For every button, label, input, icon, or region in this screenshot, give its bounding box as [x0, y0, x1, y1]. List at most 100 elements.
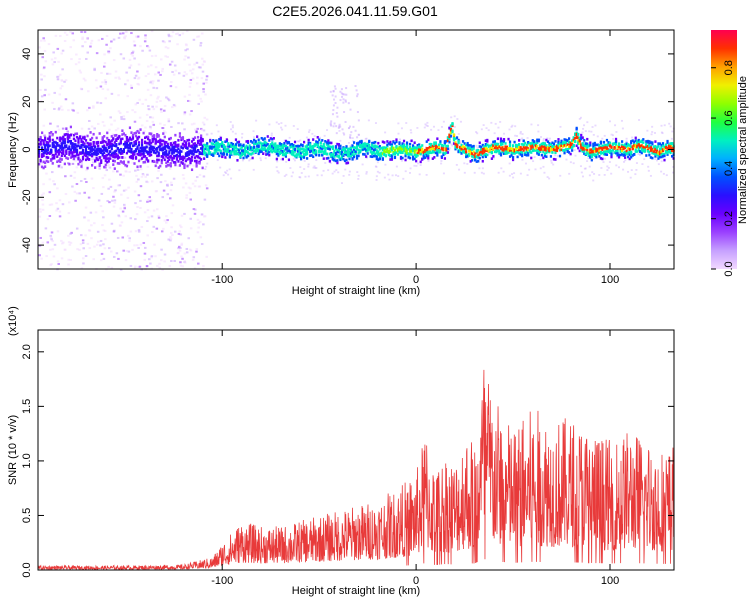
spectrogram-signal-cell — [642, 149, 645, 153]
spectrogram-signal-cell — [57, 159, 60, 163]
spectrogram-signal-cell — [384, 146, 387, 150]
spectrogram-noise-cell — [177, 232, 181, 235]
spectrogram-signal-cell — [374, 154, 377, 158]
spectrogram-signal-cell — [419, 152, 422, 156]
spectrogram-signal-cell — [242, 156, 245, 160]
spectrogram-signal-cell — [407, 147, 410, 151]
spectrogram-noise-cell — [160, 259, 163, 262]
spectrogram-noise-cell — [166, 219, 169, 222]
spectrogram-signal-cell — [670, 155, 674, 158]
spectrogram-noise-cell — [365, 171, 368, 173]
spectrogram-signal-cell — [160, 161, 163, 165]
spectrogram-signal-cell — [248, 145, 251, 149]
spectrogram-signal-cell — [151, 139, 154, 142]
spectrogram-noise-cell — [497, 171, 500, 174]
spectrogram-noise-cell — [199, 41, 203, 44]
spectrogram-signal-cell — [628, 144, 631, 147]
spectrogram-signal-cell — [39, 140, 42, 144]
spectrogram-noise-cell — [109, 116, 112, 119]
spectrogram-signal-cell — [636, 144, 639, 148]
spectrogram-signal-cell — [670, 142, 674, 145]
spectrogram-signal-cell — [339, 147, 342, 150]
spectrogram-noise-cell — [152, 123, 156, 126]
spectrogram-signal-cell — [543, 154, 546, 158]
spectrogram-signal-cell — [433, 150, 436, 154]
spectrogram-signal-cell — [561, 143, 565, 146]
spectrogram-signal-cell — [190, 156, 194, 159]
spectrogram-signal-cell — [474, 158, 477, 162]
spectrogram-noise-cell — [90, 224, 93, 227]
spectrogram-signal-cell — [584, 142, 587, 145]
spectrogram-signal-cell — [183, 140, 186, 143]
spectrogram-signal-cell — [230, 143, 233, 147]
spectrogram-signal-cell — [445, 144, 448, 148]
spectrogram-noise-cell — [149, 81, 152, 84]
spectrogram-signal-cell — [140, 146, 144, 149]
spectrogram-noise-cell — [193, 185, 197, 188]
spectrogram-signal-cell — [505, 151, 509, 155]
spectrogram-noise-cell — [617, 166, 620, 169]
spectrogram-noise-cell — [168, 265, 172, 268]
spectrogram-signal-cell — [131, 144, 135, 148]
spectrogram-noise-cell — [69, 31, 72, 34]
spectrogram-noise-cell — [556, 155, 559, 157]
spectrogram-signal-cell — [74, 132, 77, 136]
spectrogram-noise-cell — [183, 58, 186, 61]
spectrogram-signal-cell — [186, 146, 189, 150]
spectrogram-noise-cell — [190, 72, 194, 75]
spectrogram-signal-cell — [519, 146, 522, 149]
spectrogram-noise-cell — [170, 81, 173, 84]
spectrogram-signal-cell — [216, 146, 219, 150]
spectrogram-noise-cell — [146, 181, 150, 184]
spectrogram-signal-cell — [81, 151, 85, 155]
spectrogram-signal-cell — [103, 139, 106, 143]
spectrogram-signal-cell — [242, 144, 245, 148]
spectrogram-noise-cell — [102, 243, 105, 246]
spectrogram-signal-cell — [619, 147, 622, 150]
spectrogram-noise-cell — [394, 174, 397, 177]
spectrogram-signal-cell — [116, 157, 119, 160]
spectrogram-signal-cell — [168, 137, 171, 141]
spectrogram-signal-cell — [274, 145, 277, 148]
spectrogram-signal-cell — [275, 145, 278, 149]
spectrogram-noise-cell — [133, 244, 136, 247]
spectrogram-noise-cell — [115, 252, 119, 255]
spectrogram-noise-cell — [154, 255, 157, 258]
spectrogram-signal-cell — [45, 159, 48, 163]
spectrogram-noise-cell — [342, 101, 345, 104]
spectrogram-signal-cell — [272, 149, 275, 153]
spectrogram-signal-cell — [589, 153, 592, 156]
spectrogram-noise-cell — [167, 99, 171, 102]
spectrogram-signal-cell — [405, 141, 409, 145]
spectrogram-signal-cell — [133, 153, 136, 156]
spectrogram-noise-cell — [112, 255, 116, 258]
spectrogram-noise-cell — [159, 108, 163, 111]
spectrogram-noise-cell — [162, 189, 166, 192]
spectrogram-noise-cell — [61, 68, 64, 71]
spectrogram-noise-cell — [114, 129, 118, 132]
spectrogram-signal-cell — [631, 139, 634, 142]
spectrogram-signal-cell — [216, 143, 219, 147]
spectrogram-signal-cell — [151, 146, 154, 149]
spectrogram-signal-cell — [313, 149, 316, 152]
spectrogram-signal-cell — [216, 141, 219, 145]
spectrogram-signal-cell — [243, 153, 247, 157]
spectrogram-noise-cell — [263, 151, 266, 154]
spectrogram-signal-cell — [616, 152, 619, 155]
spectrogram-noise-cell — [164, 131, 167, 134]
spectrogram-noise-cell — [43, 94, 46, 97]
spectrogram-signal-cell — [393, 156, 397, 160]
spectrogram-signal-cell — [269, 146, 272, 149]
spectrogram-noise-cell — [150, 255, 154, 258]
spectrogram-signal-cell — [416, 154, 419, 157]
spectrogram-noise-cell — [92, 258, 95, 261]
spectrogram-signal-cell — [454, 142, 457, 146]
spectrogram-signal-cell — [200, 152, 203, 155]
spectrogram-signal-cell — [47, 156, 50, 159]
spectrogram-signal-cell — [402, 143, 406, 147]
spectrogram-noise-cell — [113, 199, 117, 202]
spectrogram-signal-cell — [501, 146, 504, 149]
spectrogram-signal-cell — [162, 148, 165, 151]
spectrogram-noise-cell — [342, 132, 345, 134]
spectrogram-noise-cell — [99, 113, 102, 116]
